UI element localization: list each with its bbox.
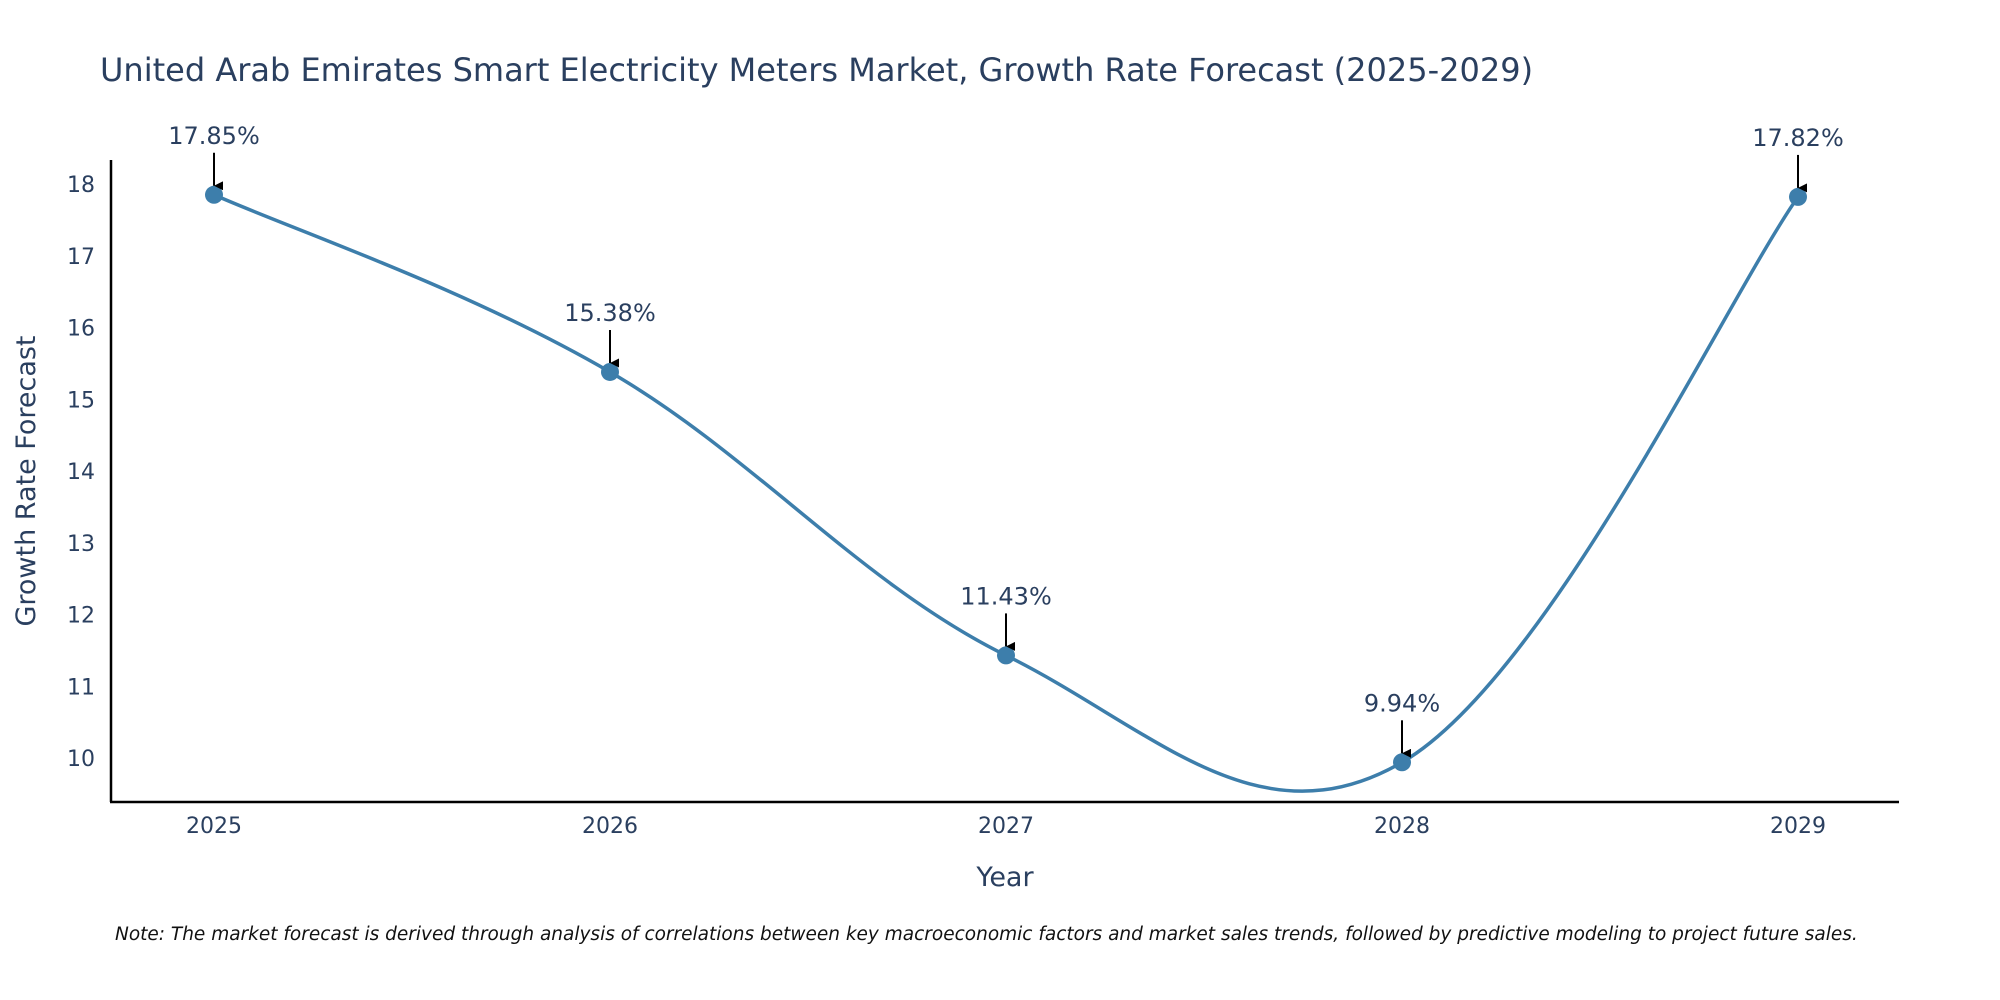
data-label: 9.94%	[1364, 689, 1440, 717]
x-tick-label: 2027	[978, 814, 1034, 839]
y-tick-label: 17	[67, 245, 95, 270]
annotation-2026: 15.38%	[564, 299, 656, 368]
data-labels: 17.85% 15.38% 11.43% 9.94% 17.82%	[168, 122, 1844, 758]
data-point-2025	[205, 185, 223, 204]
data-point-2027	[997, 646, 1015, 665]
y-tick-label: 11	[67, 675, 95, 700]
data-markers	[205, 185, 1807, 772]
footnote: Note: The market forecast is derived thr…	[115, 924, 1858, 945]
x-tick-label: 2025	[186, 814, 242, 839]
y-tick-label: 10	[67, 747, 95, 772]
y-tick-label: 18	[67, 173, 95, 198]
data-label: 11.43%	[960, 582, 1052, 610]
y-tick-label: 16	[67, 317, 95, 342]
annotation-2029: 17.82%	[1752, 124, 1844, 193]
y-tick-label: 12	[67, 604, 95, 629]
annotation-2027: 11.43%	[960, 582, 1052, 651]
annotation-2028: 9.94%	[1364, 689, 1440, 758]
data-point-2028	[1393, 753, 1411, 772]
x-axis-ticks: 2025 2026 2027 2028 2029	[186, 814, 1826, 839]
series-line	[213, 193, 1800, 793]
y-tick-label: 14	[67, 460, 95, 485]
data-label: 17.85%	[168, 122, 260, 150]
data-point-2026	[601, 362, 619, 381]
annotation-2025: 17.85%	[168, 122, 260, 191]
data-point-2029	[1789, 187, 1807, 206]
chart-title: United Arab Emirates Smart Electricity M…	[100, 51, 1533, 89]
y-axis-title: Growth Rate Forecast	[11, 335, 42, 626]
data-label: 15.38%	[564, 299, 656, 327]
x-tick-label: 2029	[1770, 814, 1826, 839]
x-tick-label: 2026	[582, 814, 638, 839]
x-axis-title: Year	[975, 862, 1034, 893]
x-tick-label: 2028	[1374, 814, 1430, 839]
y-tick-label: 13	[67, 532, 95, 557]
y-axis-ticks: 10 11 12 13 14 15 16 17 18	[67, 173, 95, 772]
y-tick-label: 15	[67, 388, 95, 413]
data-label: 17.82%	[1752, 124, 1844, 152]
